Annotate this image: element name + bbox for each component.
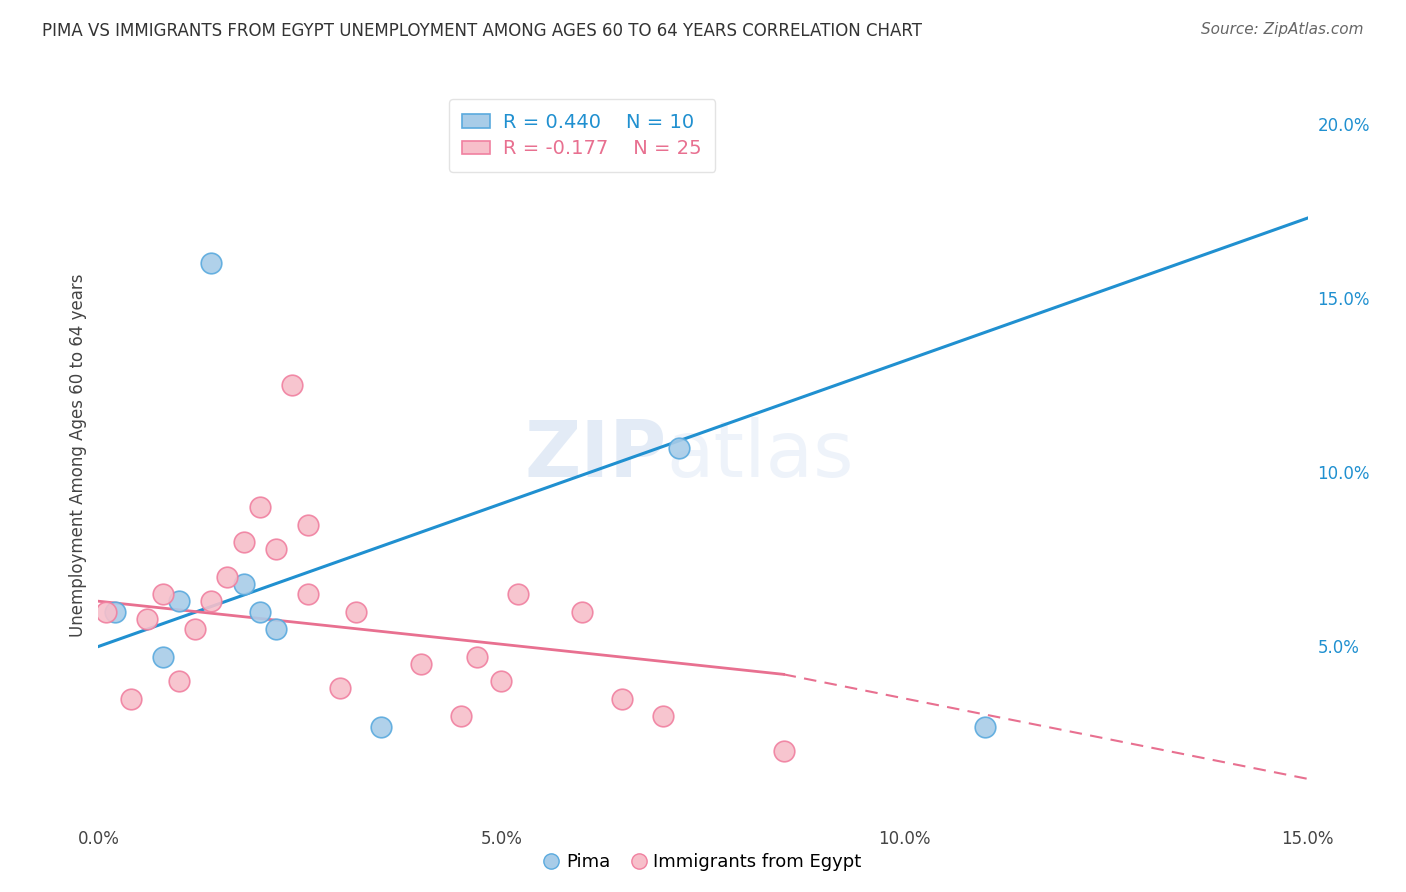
Point (264, 541, 287, 556)
Point (297, 587, 319, 601)
Point (249, 500, 271, 515)
Point (668, 441, 690, 455)
Point (329, 681, 352, 696)
Point (167, 594, 190, 608)
Point (491, 674, 513, 689)
Point (772, 744, 794, 758)
Point (281, 378, 304, 392)
Point (232, 535, 254, 549)
Legend: Pima, Immigrants from Egypt: Pima, Immigrants from Egypt (537, 847, 869, 879)
Point (465, 649, 488, 664)
Point (974, 720, 997, 734)
Point (120, 691, 142, 706)
Point (450, 709, 472, 723)
Point (370, 720, 392, 734)
Point (96, 605, 118, 619)
Point (232, 576, 254, 591)
Point (167, 674, 190, 689)
Point (184, 622, 207, 636)
Point (152, 649, 174, 664)
Point (200, 256, 222, 270)
Point (249, 605, 271, 619)
Text: PIMA VS IMMIGRANTS FROM EGYPT UNEMPLOYMENT AMONG AGES 60 TO 64 YEARS CORRELATION: PIMA VS IMMIGRANTS FROM EGYPT UNEMPLOYME… (42, 22, 922, 40)
Text: ZIP: ZIP (524, 417, 666, 493)
Point (651, 709, 673, 723)
Text: atlas: atlas (666, 417, 855, 493)
Point (297, 517, 319, 532)
Point (135, 612, 157, 626)
Point (217, 570, 239, 584)
Legend: R = 0.440    N = 10, R = -0.177    N = 25: R = 0.440 N = 10, R = -0.177 N = 25 (449, 99, 716, 172)
Point (152, 587, 174, 601)
Point (506, 587, 529, 601)
Point (612, 691, 634, 706)
Point (200, 594, 222, 608)
Point (409, 657, 432, 671)
Point (571, 605, 593, 619)
Text: Source: ZipAtlas.com: Source: ZipAtlas.com (1201, 22, 1364, 37)
Point (103, 605, 125, 619)
Y-axis label: Unemployment Among Ages 60 to 64 years: Unemployment Among Ages 60 to 64 years (69, 273, 87, 637)
Point (264, 622, 287, 636)
Point (344, 605, 367, 619)
